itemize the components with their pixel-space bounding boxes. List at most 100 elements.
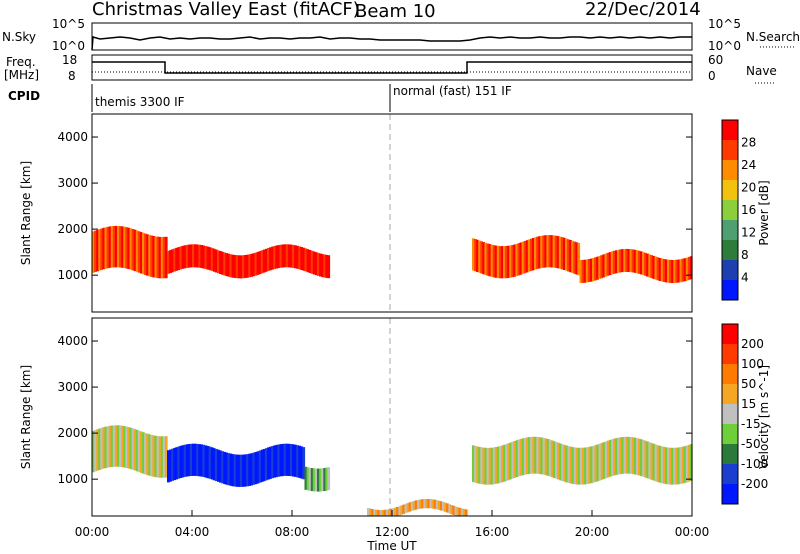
power-frame [91, 113, 693, 313]
power-cell [144, 233, 147, 275]
power-cell [482, 242, 485, 275]
velocity-cell [385, 509, 389, 516]
x-tick-label: 00:00 [675, 525, 710, 539]
velocity-cell [615, 438, 618, 475]
velocity-cell [160, 436, 164, 478]
velocity-cell [462, 509, 466, 516]
velocity-cell [619, 437, 623, 475]
power-cell [529, 238, 533, 271]
velocity-cell [517, 439, 521, 477]
velocity-cell [319, 468, 322, 492]
power-cell [233, 255, 237, 278]
power-cell [258, 251, 262, 275]
power-cell [494, 245, 498, 278]
velocity-colorbar-frame [721, 323, 739, 505]
velocity-cell [681, 446, 685, 484]
power-cell [262, 249, 266, 273]
power-colorbar-tick: 4 [741, 271, 749, 285]
power-cell [154, 236, 158, 278]
velocity-cell [317, 468, 320, 492]
power-cell [214, 249, 218, 273]
velocity-cell [660, 446, 664, 484]
velocity-cell [258, 450, 262, 483]
velocity-cell [542, 437, 546, 475]
power-cell [277, 245, 281, 269]
velocity-cell [450, 505, 453, 515]
velocity-cell [627, 436, 631, 474]
velocity-colorbar: 200 100 50 15 -15 -50 -100 -200 [721, 323, 768, 505]
velocity-cell [679, 447, 683, 484]
velocity-cell [673, 447, 676, 485]
nsky-right-tick-bottom: 10^0 [708, 39, 741, 53]
velocity-colorbar-tick: 100 [741, 357, 764, 371]
velocity-cell [196, 443, 199, 477]
power-cell [210, 247, 214, 271]
velocity-cell [604, 441, 608, 479]
velocity-cell [446, 503, 449, 513]
power-cell [117, 225, 120, 268]
power-cell [108, 226, 112, 268]
power-cell [585, 259, 589, 283]
power-colorbar-label: Power [dB] [757, 180, 771, 245]
velocity-cell [472, 445, 475, 483]
power-cell [192, 244, 195, 268]
power-cell [509, 245, 512, 278]
velocity-cell [250, 453, 253, 486]
power-cell [148, 234, 151, 277]
power-cell [654, 256, 658, 280]
power-cell [160, 236, 164, 279]
velocity-cell [314, 468, 318, 492]
power-colorbar: 28 24 20 16 12 8 4 [721, 119, 756, 301]
velocity-cell [175, 447, 178, 480]
velocity-cell [571, 447, 575, 484]
velocity-cell [460, 508, 464, 516]
velocity-cell [488, 447, 492, 485]
velocity-cell [242, 454, 245, 487]
power-cell [575, 242, 579, 275]
power-cell [538, 236, 541, 269]
velocity-cell [408, 502, 412, 512]
velocity-cell [371, 509, 374, 516]
velocity-cell [577, 447, 581, 485]
x-tick-label: 08:00 [275, 525, 310, 539]
velocity-cell [229, 453, 233, 486]
velocity-cell [600, 442, 604, 480]
power-cell [304, 248, 308, 272]
velocity-colorbar-swatch [722, 384, 738, 405]
velocity-cell [526, 437, 529, 475]
velocity-cell [494, 447, 498, 484]
velocity-cell [194, 443, 197, 476]
x-tick-label: 04:00 [175, 525, 210, 539]
velocity-colorbar-label: Velocity [m s^-1] [757, 365, 771, 469]
velocity-cell [448, 504, 451, 514]
power-cell [581, 259, 585, 283]
velocity-cell [129, 427, 133, 470]
velocity-cell [389, 508, 393, 516]
velocity-cell [171, 448, 174, 481]
velocity-panel: 1000 2000 3000 4000 Slant Range [km] 200 100… [19, 317, 771, 517]
power-cell [231, 254, 235, 278]
velocity-cell [181, 445, 185, 478]
velocity-cell [573, 447, 577, 485]
velocity-cell [671, 447, 674, 485]
velocity-cell [623, 436, 627, 474]
power-cell [292, 244, 295, 268]
velocity-cell [598, 443, 602, 481]
velocity-cell [200, 444, 203, 477]
velocity-cell [521, 438, 525, 476]
power-cell [308, 250, 312, 273]
power-cell [673, 259, 676, 283]
velocity-cell [260, 449, 264, 482]
power-cell [125, 227, 128, 269]
velocity-colorbar-swatch [722, 344, 738, 365]
power-cell [608, 252, 612, 276]
velocity-cell [110, 425, 114, 467]
power-cell [623, 249, 626, 272]
velocity-cell [675, 447, 679, 485]
velocity-cell [609, 439, 612, 477]
velocity-cell [381, 510, 385, 516]
velocity-cell [212, 448, 216, 481]
power-cell [600, 255, 603, 279]
power-cell [264, 248, 268, 272]
